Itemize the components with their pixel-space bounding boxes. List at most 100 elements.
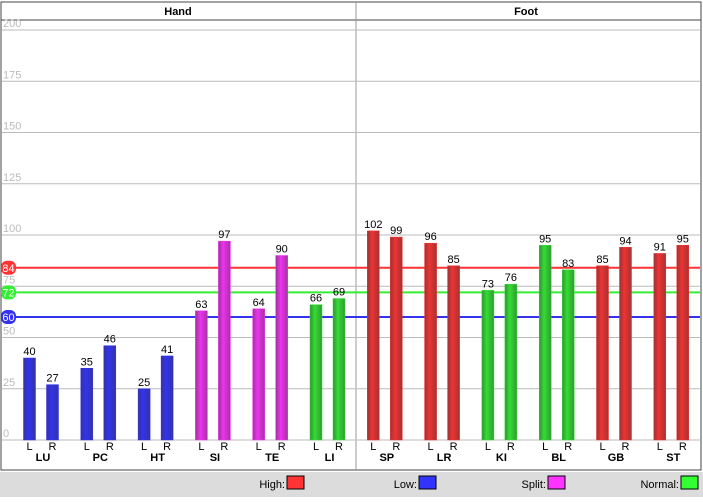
- legend-swatch: [418, 475, 437, 490]
- category-label: GB: [608, 452, 625, 464]
- side-label: L: [485, 441, 491, 453]
- side-label: L: [84, 441, 90, 453]
- side-label: R: [49, 441, 57, 453]
- value-label: 69: [333, 287, 345, 299]
- y-tick-label: 125: [3, 172, 21, 184]
- value-label: 66: [310, 293, 322, 305]
- side-label: R: [622, 441, 630, 453]
- value-label: 99: [390, 225, 402, 237]
- legend-label: Normal:: [640, 479, 679, 491]
- threshold-label: 84: [2, 263, 14, 275]
- value-label: 46: [104, 334, 116, 346]
- side-label: L: [657, 441, 663, 453]
- category-label: KI: [496, 452, 507, 464]
- bar: [309, 304, 323, 441]
- value-label: 95: [677, 233, 689, 245]
- section-title: Foot: [514, 6, 538, 18]
- value-label: 96: [424, 231, 436, 243]
- legend-label: Low:: [394, 479, 417, 491]
- value-label: 102: [364, 219, 382, 231]
- side-label: R: [679, 441, 687, 453]
- value-label: 94: [619, 235, 631, 247]
- bar: [390, 236, 403, 441]
- bar: [504, 283, 518, 441]
- value-label: 25: [138, 377, 150, 389]
- section-title: Hand: [164, 6, 192, 18]
- side-label: R: [392, 441, 400, 453]
- side-label: L: [313, 441, 319, 453]
- side-label: R: [450, 441, 458, 453]
- bar: [23, 357, 36, 441]
- side-label: R: [106, 441, 114, 453]
- bar: [676, 245, 690, 441]
- threshold-badge: [1, 310, 16, 324]
- value-label: 83: [562, 258, 574, 270]
- side-label: R: [564, 441, 572, 453]
- bar: [218, 240, 231, 441]
- bar: [367, 230, 380, 441]
- legend-label: High:: [259, 479, 285, 491]
- legend-swatch: [680, 475, 699, 490]
- bar: [561, 269, 575, 441]
- bar: [252, 308, 265, 441]
- bar: [653, 253, 667, 441]
- bar: [80, 368, 94, 441]
- value-label: 41: [161, 344, 173, 356]
- value-label: 95: [539, 233, 551, 245]
- y-tick-label: 200: [3, 18, 21, 30]
- side-label: L: [198, 441, 204, 453]
- side-label: L: [370, 441, 376, 453]
- threshold-label: 72: [2, 287, 14, 299]
- category-label: SP: [379, 452, 394, 464]
- value-label: 40: [23, 346, 35, 358]
- y-tick-label: 25: [3, 377, 15, 389]
- value-label: 97: [218, 229, 230, 241]
- value-label: 35: [81, 356, 93, 368]
- legend-bar: [0, 472, 703, 497]
- legend-swatch: [286, 475, 305, 490]
- category-label: PC: [93, 452, 108, 464]
- y-tick-label: 175: [3, 69, 21, 81]
- side-label: R: [507, 441, 515, 453]
- bar: [160, 355, 174, 441]
- bar: [275, 255, 288, 441]
- y-tick-label: 150: [3, 121, 21, 133]
- value-label: 91: [654, 241, 666, 253]
- side-label: R: [220, 441, 228, 453]
- y-tick-label: 75: [3, 274, 15, 286]
- value-label: 27: [46, 373, 58, 385]
- category-label: LU: [36, 452, 51, 464]
- bar: [447, 265, 460, 441]
- category-label: ST: [666, 452, 680, 464]
- category-label: TE: [265, 452, 279, 464]
- value-label: 90: [276, 244, 288, 256]
- bar: [137, 388, 151, 441]
- bar: [481, 290, 495, 441]
- value-label: 85: [447, 254, 459, 266]
- y-tick-label: 0: [3, 428, 9, 440]
- value-label: 76: [505, 272, 517, 284]
- category-label: SI: [210, 452, 220, 464]
- side-label: L: [599, 441, 605, 453]
- side-label: L: [26, 441, 32, 453]
- category-label: HT: [150, 452, 165, 464]
- category-label: LR: [437, 452, 452, 464]
- side-label: R: [278, 441, 286, 453]
- side-label: L: [542, 441, 548, 453]
- value-label: 63: [195, 299, 207, 311]
- bar: [424, 242, 437, 441]
- frame: [0, 1, 702, 471]
- threshold-badge: [1, 260, 16, 275]
- value-label: 85: [596, 254, 608, 266]
- threshold-label: 60: [2, 312, 14, 324]
- bar: [332, 298, 346, 441]
- legend-swatch: [547, 475, 566, 490]
- side-label: L: [141, 441, 147, 453]
- bar: [619, 247, 632, 441]
- side-label: L: [428, 441, 434, 453]
- bar: [103, 345, 117, 441]
- y-tick-label: 100: [3, 223, 21, 235]
- legend-label: Split:: [522, 479, 546, 491]
